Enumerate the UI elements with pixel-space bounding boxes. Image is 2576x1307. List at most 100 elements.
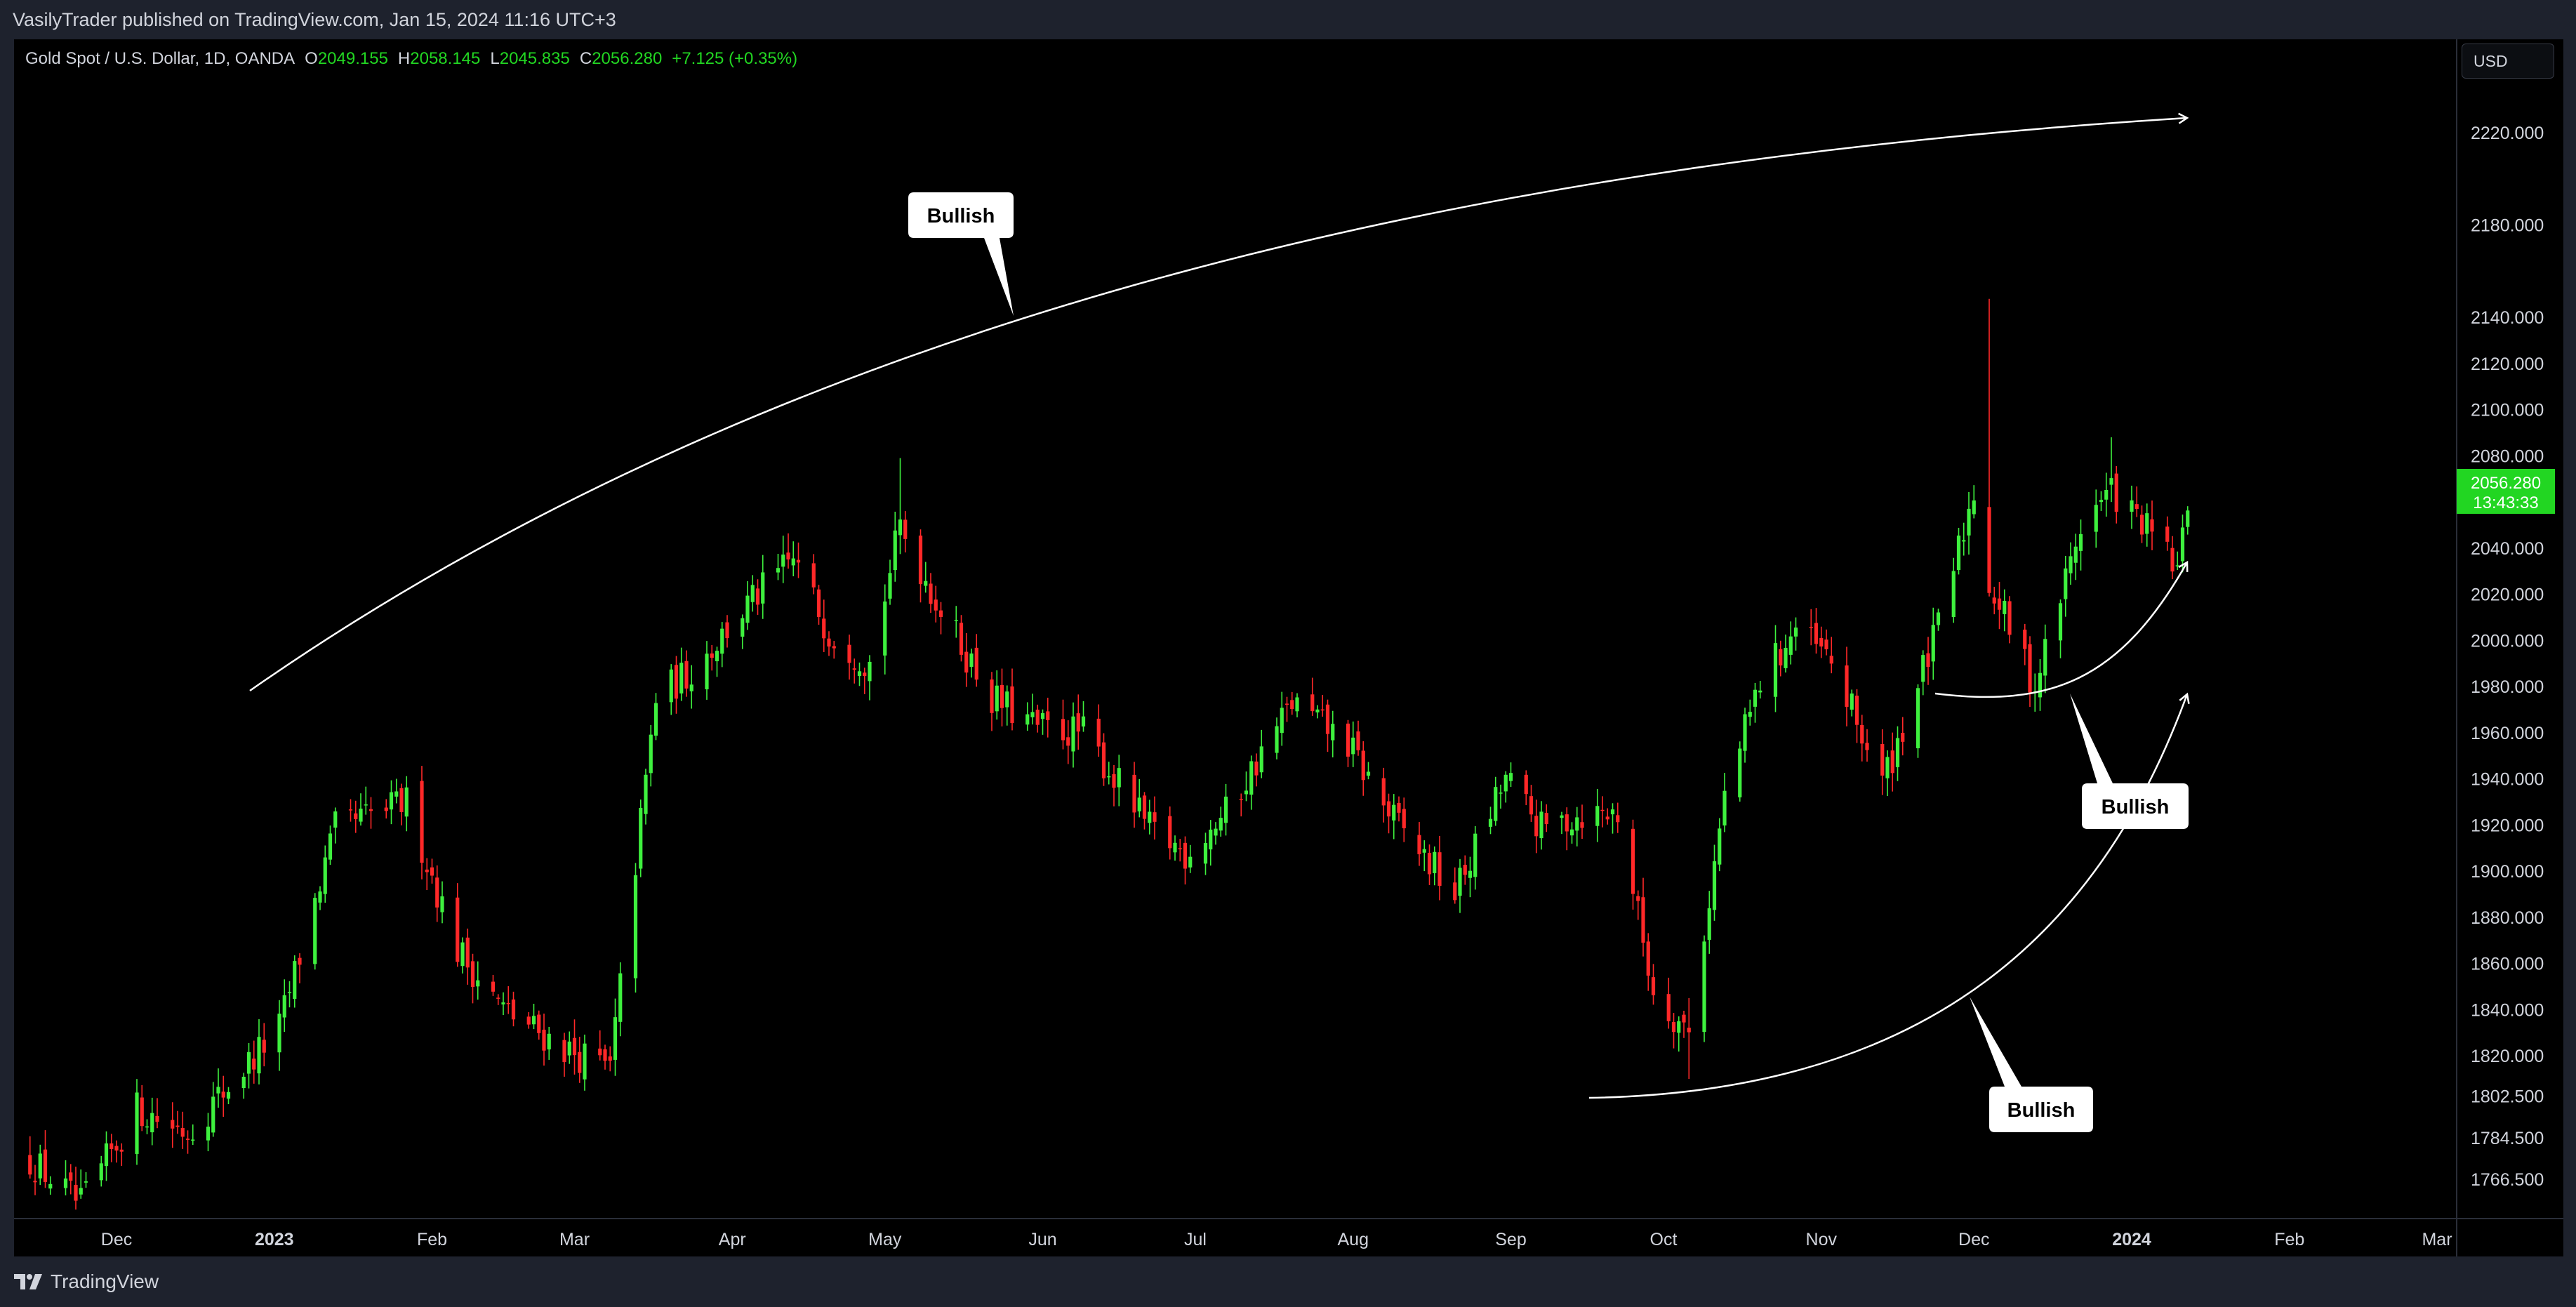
candle-body [333,811,338,828]
candle [328,825,333,865]
candle-body [639,808,643,869]
candle-body [857,671,862,677]
candle-body [1565,814,1569,832]
candle [649,725,653,787]
candle [1046,697,1050,738]
candle [1346,719,1350,767]
candle [1921,650,1925,696]
candle [1219,807,1223,837]
candle [1427,844,1432,885]
candle-body [1325,704,1330,734]
low-label: L [490,49,500,68]
candle-body [1753,689,1758,707]
price-tick-label: 2180.000 [2471,216,2544,236]
price-chart[interactable]: 2220.000 2180.000 2140.000 2120.000 2100.000… [14,39,2563,1256]
candle-body [1000,684,1004,708]
candle-body [572,1037,577,1056]
candle-body [1219,818,1223,831]
candle-body [1081,716,1086,727]
candle-body [1784,648,1788,668]
candle-body [119,1149,124,1152]
price-tick-label: 2120.000 [2471,354,2544,374]
candle [974,634,978,687]
candle [43,1130,48,1188]
candle [1244,771,1249,802]
candle [1580,804,1584,839]
candle [725,615,729,648]
candle-body [318,891,322,903]
bullish-callout-2[interactable]: Bullish [2070,694,2189,829]
candle-body [725,622,729,639]
candle [832,641,836,659]
candle [1183,836,1188,885]
candle [1310,677,1315,716]
candle [28,1136,32,1179]
candle-body [1035,710,1040,725]
candle-body [1142,795,1147,819]
bullish-curve-dec[interactable] [1934,560,2189,698]
candle-body [257,1037,261,1074]
candle [684,650,689,697]
candle [420,766,424,880]
time-tick-label: Dec [101,1230,132,1249]
candle [1779,640,1783,677]
bullish-curve-long[interactable] [249,112,2189,692]
footer-brand: TradingView [51,1270,159,1292]
bullish-callout-3[interactable]: Bullish [1970,997,2093,1132]
candle-body [104,1143,109,1167]
candle [1702,935,1706,1042]
candle-body [1854,696,1859,725]
candle-body [1112,774,1116,788]
candle-body [863,672,867,677]
candle [476,961,480,1000]
candle-body [1209,829,1213,850]
candle [2109,437,2113,503]
candle-body [1788,636,1793,655]
candle [460,937,465,974]
candle-body [603,1049,607,1061]
candle [2073,533,2078,580]
candle-body [48,1183,53,1189]
candle-body [1560,815,1564,818]
candle-body [1738,748,1742,797]
candle-body [1687,1028,1691,1033]
candle [1356,720,1360,756]
candle [364,786,368,815]
candle [171,1102,175,1148]
candle-body [1936,612,1941,625]
price-tick-label: 1802.500 [2471,1087,2544,1107]
bullish-callout-1[interactable]: Bullish [908,192,1014,316]
candle-body [135,1092,139,1154]
candle-body [1677,1021,1681,1033]
candle-body [1168,816,1172,849]
candle [1402,797,1406,842]
candle-body [1814,623,1819,644]
currency-button[interactable]: USD [2462,44,2554,79]
current-price-tag: 2056.280 13:43:33 [2457,469,2555,514]
candle-body [185,1139,190,1141]
candle [1203,832,1208,875]
candle-body [832,646,836,649]
chart-pane[interactable]: 2220.000 2180.000 2140.000 2120.000 2100.000… [14,39,2563,1256]
candle [99,1155,103,1187]
candle [440,881,444,924]
candle-body [2175,565,2179,566]
candle-body [1503,774,1508,792]
candle [435,865,439,922]
candle [1112,764,1116,807]
candle-body [1824,639,1828,649]
candle-body [1290,700,1294,710]
candle-body [1366,771,1371,776]
price-tick-label: 2100.000 [2471,401,2544,420]
candle [145,1119,150,1134]
candle [745,580,750,630]
candle-body [2069,556,2073,573]
candle-body [1809,627,1813,628]
time-tick-label: 2023 [255,1230,294,1249]
candle [1738,741,1742,802]
candle-body [323,857,327,894]
candle [1951,557,1956,623]
candle [1600,796,1605,828]
candle [2145,503,2149,547]
candle-body [354,813,358,819]
